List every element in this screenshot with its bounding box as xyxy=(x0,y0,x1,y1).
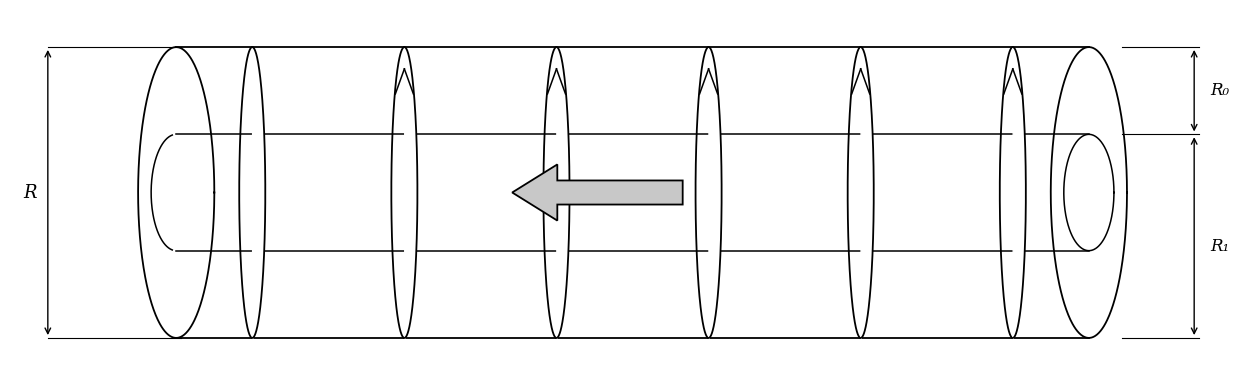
Text: R: R xyxy=(24,184,36,201)
Polygon shape xyxy=(512,164,683,221)
Text: R₀: R₀ xyxy=(1210,82,1229,99)
Text: R₁: R₁ xyxy=(1210,238,1229,254)
